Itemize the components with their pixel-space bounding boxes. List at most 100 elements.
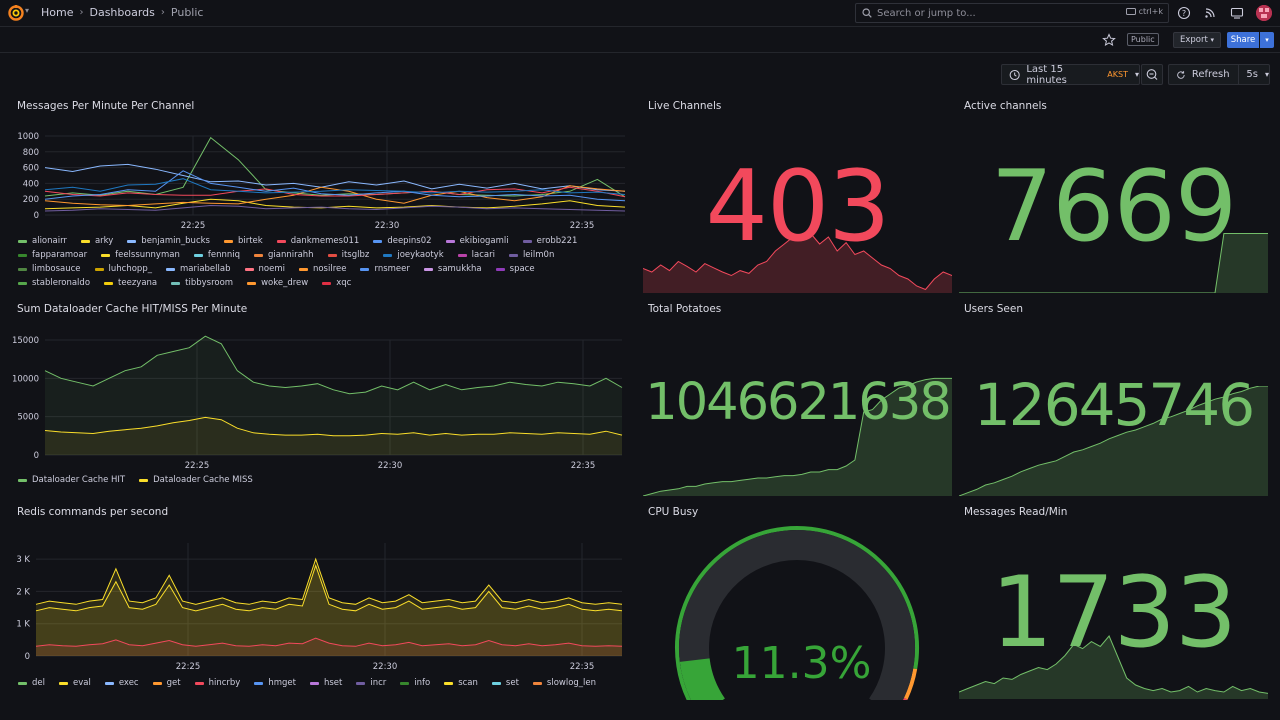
legend-item[interactable]: tibbysroom [171,278,233,288]
series-line[interactable] [44,416,623,437]
kiosk-mode-icon[interactable] [1230,6,1244,20]
legend-item[interactable]: hmget [254,678,296,688]
series-line[interactable] [44,185,626,207]
legend-item[interactable]: space [495,264,535,274]
breadcrumb-home[interactable]: Home [41,6,74,19]
panel-redis-commands[interactable]: Redis commands per second 0 1 K 2 K 3 K 22:2… [0,498,640,718]
legend-item[interactable]: birtek [223,236,263,246]
legend-item[interactable]: Dataloader Cache MISS [139,475,253,485]
breadcrumb-dashboards[interactable]: Dashboards [89,6,155,19]
legend-item[interactable]: eval [59,678,91,688]
legend-item[interactable]: deepins02 [373,236,432,246]
series-line[interactable] [44,204,626,212]
series-line[interactable] [44,335,623,395]
public-tag[interactable]: Public [1127,33,1159,46]
series-line[interactable] [44,163,626,192]
legend-item[interactable]: rnsmeer [360,264,410,274]
series-line[interactable] [35,564,623,612]
messages-per-minute-chart[interactable]: 0 200 400 600 800 1000 22:25 22:30 22:35 [0,122,640,272]
share-dropdown-chevron-icon[interactable]: ▾ [1260,32,1274,48]
grafana-logo-icon[interactable] [8,5,24,21]
share-button[interactable]: Share [1227,32,1259,48]
legend-item[interactable]: get [152,678,181,688]
legend-item[interactable]: benjamin_bucks [127,236,210,246]
legend-item[interactable]: luhchopp_ [94,264,152,274]
legend-item[interactable]: joeykaotyk [383,250,444,260]
legend-swatch [101,253,111,257]
panel-messages-per-minute[interactable]: Messages Per Minute Per Channel 0 200 400 6… [0,92,640,290]
series-line[interactable] [35,637,623,647]
series-line[interactable] [44,170,626,202]
legend-item[interactable]: noemi [244,264,285,274]
clock-icon [1009,69,1020,80]
legend-item[interactable]: slowlog_len [532,678,596,688]
legend-swatch [104,681,114,685]
legend-item[interactable]: nosilree [298,264,346,274]
panel-users-seen[interactable]: Users Seen 12645746 [959,295,1268,496]
rss-news-icon[interactable] [1203,6,1217,20]
legend-item[interactable]: leilm0n [508,250,554,260]
refresh-button[interactable]: Refresh 5s ▾ [1168,64,1270,85]
legend-item[interactable]: ekibiogamli [445,236,509,246]
legend-swatch [532,681,542,685]
panel-total-potatoes[interactable]: Total Potatoes 1046621638 [643,295,952,496]
sparkline-area [959,386,1268,496]
legend-item[interactable]: woke_drew [247,278,308,288]
legend-item[interactable]: fapparamoar [18,250,87,260]
legend-item[interactable]: giannirahh [253,250,314,260]
refresh-interval[interactable]: 5s [1246,69,1258,80]
legend-item[interactable]: Dataloader Cache HIT [18,475,125,485]
panel-cache-hit-miss[interactable]: Sum Dataloader Cache HIT/MISS Per Minute… [0,295,640,493]
legend-item[interactable]: itsglbz [327,250,369,260]
help-icon[interactable]: ? [1177,6,1191,20]
legend-item[interactable]: samukkha [423,264,482,274]
legend-item[interactable]: lacari [457,250,495,260]
legend-item[interactable]: teezyana [104,278,157,288]
legend-item[interactable]: dankmemes011 [276,236,359,246]
legend-item[interactable]: del [18,678,45,688]
panel-cpu-busy[interactable]: CPU Busy 11.3% [643,498,952,703]
legend-item[interactable]: scan [444,678,478,688]
legend-item[interactable]: stableronaldo [18,278,90,288]
legend-swatch [18,253,27,257]
panel-title: Messages Read/Min [964,506,1068,518]
search-input[interactable]: Search or jump to... ctrl+k [855,3,1169,23]
zoom-out-button[interactable] [1141,64,1163,85]
legend-item[interactable]: exec [104,678,139,688]
time-range-picker[interactable]: Last 15 minutes AKST ▾ [1001,63,1140,86]
legend-item[interactable]: feelssunnyman [101,250,180,260]
legend-item[interactable]: info [400,678,430,688]
series-line[interactable] [44,198,626,210]
legend-item[interactable]: hincrby [194,678,240,688]
legend-item[interactable]: alionairr [18,236,67,246]
redis-commands-chart[interactable]: 0 1 K 2 K 3 K 22:25 22:30 22:35 [0,528,640,693]
chevron-down-icon[interactable]: ▾ [25,6,30,15]
legend-item[interactable]: incr [356,678,386,688]
series-line[interactable] [44,178,626,195]
panel-active-channels[interactable]: Active channels 7669 [959,92,1268,293]
search-shortcut: ctrl+k [1125,7,1163,16]
legend-item[interactable]: erobb221 [522,236,577,246]
panel-messages-read[interactable]: Messages Read/Min 1733 [959,498,1268,699]
legend-item[interactable]: set [491,678,519,688]
time-range-label: Last 15 minutes [1026,63,1067,86]
cache-hit-miss-chart[interactable]: 0 5000 10000 15000 22:25 22:30 22:35 [0,325,640,475]
series-line[interactable] [35,557,623,605]
keyboard-icon [1125,8,1136,15]
legend-label: stableronaldo [32,278,91,288]
legend-item[interactable]: limbosauce [18,264,81,274]
legend-item[interactable]: mariabellab [165,264,231,274]
sparkline-line [959,635,1268,694]
user-avatar[interactable] [1256,5,1272,21]
y-tick-label: 800 [23,148,39,158]
legend-item[interactable]: fennniq [193,250,240,260]
legend-item[interactable]: arky [80,236,113,246]
export-button[interactable]: Export ▾ [1173,32,1222,48]
top-nav-bar: ▾ Home › Dashboards › Public Search or j… [0,0,1280,27]
legend-label: hmget [268,678,296,688]
legend-item[interactable]: xqc [322,278,351,288]
legend-item[interactable]: hset [309,678,342,688]
star-favorite-icon[interactable] [1102,33,1116,47]
panel-live-channels[interactable]: Live Channels 403 [643,92,952,293]
legend-swatch [423,267,433,271]
